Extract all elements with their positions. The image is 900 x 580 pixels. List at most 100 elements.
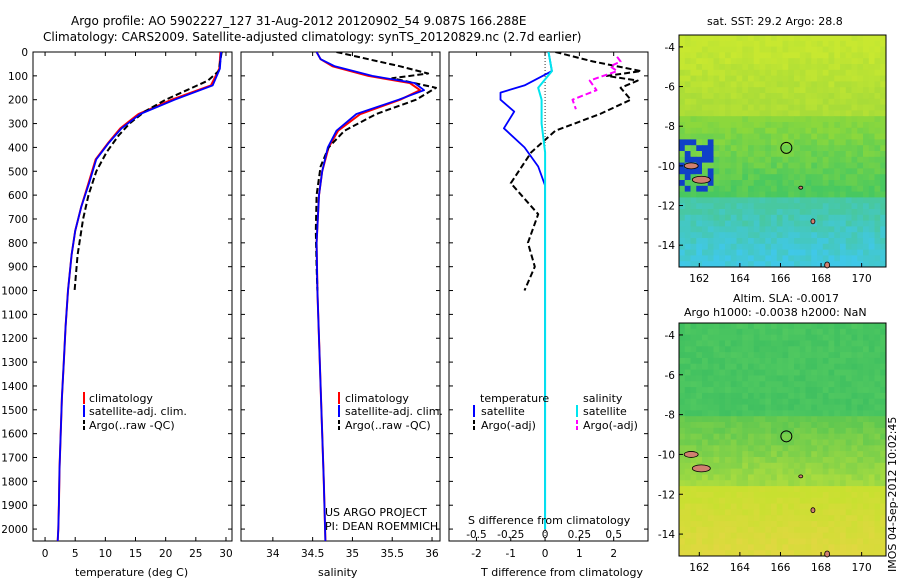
map-cell — [874, 550, 881, 556]
map-cell — [690, 427, 697, 435]
map-cell — [759, 203, 766, 210]
map-cell — [679, 352, 686, 359]
map-cell — [684, 515, 691, 522]
map-cell — [851, 468, 858, 475]
map-cell — [725, 352, 732, 359]
map-cell — [782, 544, 789, 551]
map-cell — [834, 156, 841, 164]
map-cell — [776, 226, 783, 233]
map-cell — [782, 110, 789, 117]
map-cell — [707, 174, 714, 181]
map-cell — [736, 416, 743, 423]
map-cell — [684, 526, 691, 534]
map-cell — [805, 145, 812, 152]
island-shape — [683, 451, 699, 458]
map-cell — [811, 214, 818, 222]
map-cell — [759, 410, 766, 417]
map-cell — [817, 116, 824, 123]
map-cell — [707, 509, 714, 516]
map-cell — [684, 544, 691, 551]
map-cell — [765, 127, 772, 135]
map-cell — [684, 550, 691, 556]
map-cell — [730, 445, 737, 452]
map-cell — [736, 526, 743, 534]
map-cell — [776, 544, 783, 551]
map-cell — [759, 168, 766, 175]
map-cell — [684, 422, 691, 429]
map-cell — [702, 87, 709, 94]
map-cell — [679, 191, 686, 198]
map-cell — [713, 352, 720, 359]
map-cell — [880, 162, 886, 169]
map-cell — [817, 52, 824, 59]
map-cell — [702, 214, 709, 222]
map-cell — [771, 46, 778, 53]
map-cell — [736, 328, 743, 336]
map-cell — [771, 468, 778, 475]
map-cell — [845, 64, 852, 71]
map-cell — [776, 363, 783, 371]
map-cell — [776, 509, 783, 516]
s-difference-axis-label: S difference from climatology — [468, 514, 631, 527]
map-cell — [840, 127, 847, 135]
map-cell — [857, 515, 864, 522]
map-cell — [799, 550, 806, 556]
map-cell — [742, 526, 749, 534]
map-cell — [828, 363, 835, 371]
map-cell — [834, 509, 841, 516]
map-cell — [684, 75, 691, 82]
depth-tick-label: 2000 — [1, 524, 28, 536]
map-cell — [748, 40, 755, 48]
map-cell — [782, 462, 789, 470]
map-cell — [776, 497, 783, 505]
map-cell — [679, 52, 686, 59]
map-cell — [874, 503, 881, 510]
map-cell — [828, 515, 835, 522]
map-cell — [840, 521, 847, 528]
map-cell — [765, 538, 772, 545]
map-cell — [690, 185, 697, 193]
map-cell — [874, 226, 881, 233]
map-cell — [707, 180, 714, 187]
map-cell — [679, 363, 686, 371]
map-cell — [725, 232, 732, 239]
map-cell — [713, 87, 720, 94]
map-cell — [828, 52, 835, 59]
map-cell — [753, 197, 760, 204]
map-cell — [679, 197, 686, 204]
map-cell — [788, 352, 795, 359]
map-cell — [719, 544, 726, 551]
map-cell — [782, 416, 789, 423]
map-cell — [771, 249, 778, 256]
map-cell — [857, 491, 864, 499]
map-cell — [794, 261, 801, 267]
map-cell — [690, 98, 697, 106]
map-cell — [805, 433, 812, 441]
map-cell — [702, 532, 709, 540]
map-cell — [742, 346, 749, 353]
map-cell — [742, 427, 749, 435]
map-cell — [834, 64, 841, 71]
map-cell — [713, 532, 720, 540]
map-cell — [822, 133, 829, 140]
map-cell — [713, 480, 720, 487]
map-cell — [730, 255, 737, 262]
map-cell — [707, 139, 714, 146]
map-cell — [863, 162, 870, 169]
map-cell — [845, 363, 852, 371]
map-cell — [799, 58, 806, 65]
map-cell — [707, 133, 714, 140]
map-cell — [834, 185, 841, 193]
map-cell — [725, 156, 732, 164]
map-cell — [874, 474, 881, 481]
map-cell — [679, 404, 686, 411]
map-cell — [753, 328, 760, 336]
map-cell — [880, 232, 886, 239]
map-cell — [719, 474, 726, 481]
map-cell — [696, 340, 703, 347]
map-cell — [690, 462, 697, 470]
map-cell — [765, 40, 772, 48]
map-cell — [868, 255, 875, 262]
map-cell — [719, 381, 726, 388]
map-cell — [748, 162, 755, 169]
